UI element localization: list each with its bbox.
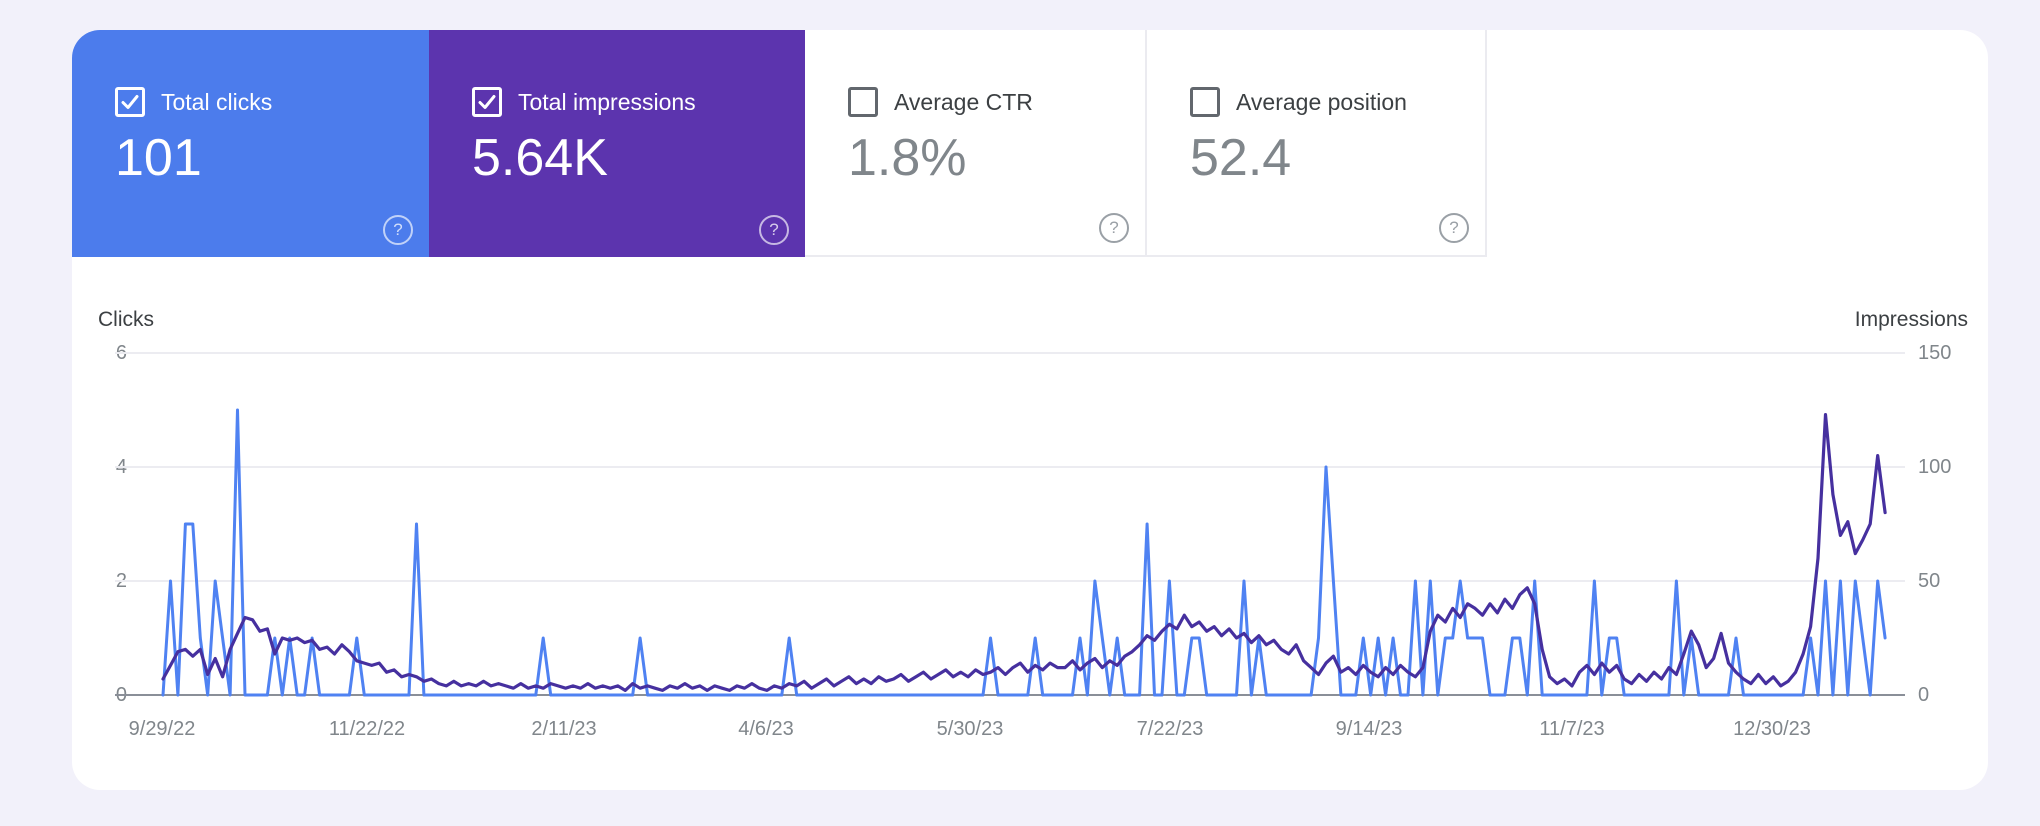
x-tick-label: 5/30/23 xyxy=(936,718,1004,740)
right-axis-title: Impressions xyxy=(1854,308,1968,331)
gridline xyxy=(115,466,1905,468)
x-tick-label: 12/30/23 xyxy=(1733,718,1811,740)
card-total-clicks[interactable]: Total clicks 101 ? xyxy=(72,30,429,257)
help-icon[interactable]: ? xyxy=(383,215,413,245)
checkbox-checked-icon[interactable] xyxy=(472,87,502,117)
card-value: 5.64K xyxy=(472,129,608,187)
help-icon[interactable]: ? xyxy=(1099,213,1129,243)
x-tick-label: 4/6/23 xyxy=(738,718,794,740)
right-tick: 150 xyxy=(1918,342,1952,364)
chart-plot-area[interactable] xyxy=(115,340,1905,698)
left-axis-title: Clicks xyxy=(98,308,154,331)
card-label: Total impressions xyxy=(518,88,696,115)
help-icon[interactable]: ? xyxy=(759,215,789,245)
question-glyph: ? xyxy=(393,220,403,239)
card-label: Average CTR xyxy=(894,88,1033,115)
card-header: Total impressions xyxy=(472,87,696,117)
impressions-series-line xyxy=(161,412,1887,692)
card-value: 52.4 xyxy=(1190,129,1292,187)
right-tick: 100 xyxy=(1918,456,1952,478)
x-tick-label: 9/14/23 xyxy=(1335,718,1403,740)
card-average-ctr[interactable]: Average CTR 1.8% ? xyxy=(805,30,1147,257)
card-label: Total clicks xyxy=(161,88,273,115)
checkbox-icon[interactable] xyxy=(848,87,878,117)
card-header: Total clicks xyxy=(115,87,272,117)
question-glyph: ? xyxy=(769,220,779,239)
x-tick-label: 11/7/23 xyxy=(1539,718,1605,740)
card-average-position[interactable]: Average position 52.4 ? xyxy=(1147,30,1487,257)
gridline xyxy=(115,580,1905,582)
question-glyph: ? xyxy=(1449,218,1459,237)
card-value: 101 xyxy=(115,129,202,187)
performance-panel: Total clicks 101 ? Total impressions 5.6… xyxy=(72,30,1988,790)
card-value: 1.8% xyxy=(848,129,967,187)
help-icon[interactable]: ? xyxy=(1439,213,1469,243)
question-glyph: ? xyxy=(1109,218,1119,237)
x-tick-label: 11/22/22 xyxy=(328,718,406,740)
checkbox-icon[interactable] xyxy=(1190,87,1220,117)
checkbox-checked-icon[interactable] xyxy=(115,87,145,117)
x-tick-label: 9/29/22 xyxy=(128,718,196,740)
x-tick-label: 7/22/23 xyxy=(1136,718,1204,740)
metric-cards-row: Total clicks 101 ? Total impressions 5.6… xyxy=(72,30,1988,257)
gridline xyxy=(115,352,1905,354)
right-tick: 50 xyxy=(1918,570,1941,592)
card-label: Average position xyxy=(1236,88,1407,115)
card-header: Average CTR xyxy=(848,87,1033,117)
right-tick: 0 xyxy=(1918,684,1930,706)
x-tick-label: 2/11/23 xyxy=(531,718,597,740)
card-total-impressions[interactable]: Total impressions 5.64K ? xyxy=(429,30,805,257)
clicks-series-line xyxy=(161,408,1887,697)
card-header: Average position xyxy=(1190,87,1407,117)
